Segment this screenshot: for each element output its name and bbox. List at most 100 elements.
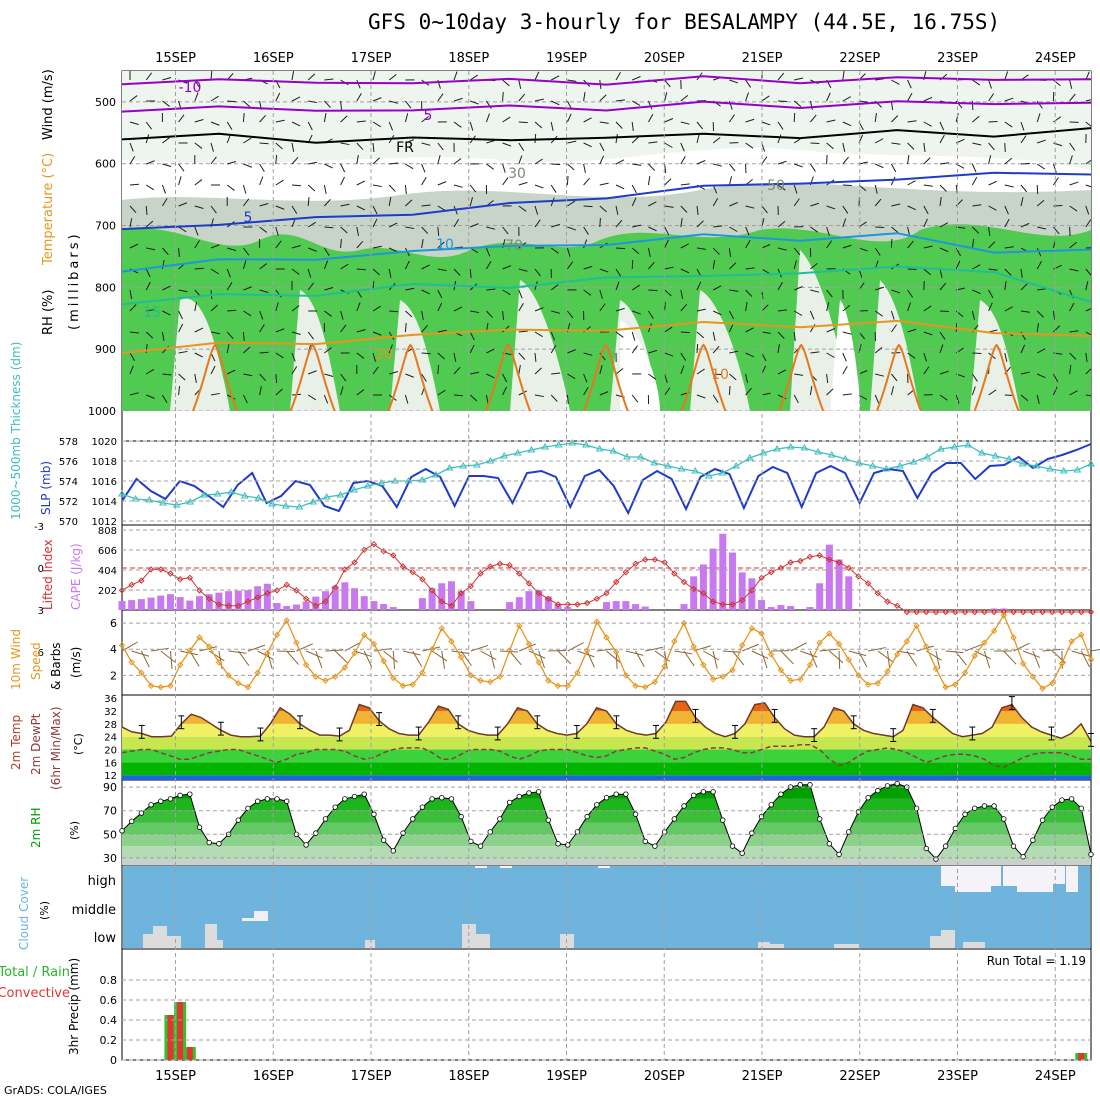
wind-speed-marker	[1068, 638, 1075, 645]
wind-barb	[615, 268, 622, 277]
thickness-marker	[268, 500, 277, 507]
li-marker	[855, 573, 862, 580]
thickness-marker	[118, 490, 126, 497]
wind-speed-marker	[632, 682, 639, 690]
wind-barb	[1069, 142, 1076, 151]
cloud-high-block	[500, 866, 512, 868]
rh-marker	[254, 798, 261, 804]
li-marker	[351, 559, 358, 566]
wind-barb	[745, 373, 748, 383]
wind-barb	[404, 394, 409, 404]
wind-barb	[868, 647, 886, 652]
wind-barb	[810, 202, 820, 207]
wind-barb	[259, 142, 269, 145]
cape-bar	[263, 583, 271, 610]
wind-barb	[722, 650, 741, 653]
thickness-marker	[145, 496, 154, 503]
temp-unit-label: (°C)	[72, 733, 85, 755]
rh-marker	[991, 803, 997, 809]
li-marker	[302, 595, 310, 603]
wind-barb	[194, 352, 204, 358]
cloud-high-block	[598, 866, 610, 868]
cloud-high-block	[1017, 866, 1053, 892]
wind-barb	[971, 386, 976, 396]
wind-speed-marker	[593, 618, 601, 625]
wind-barb	[1069, 79, 1073, 89]
wind-barb	[145, 281, 151, 291]
li-marker	[990, 608, 998, 616]
wind-barb	[453, 184, 463, 188]
wind-barb	[1004, 97, 1014, 102]
wind-barb	[421, 310, 424, 320]
wind-barb	[405, 310, 413, 318]
li-marker	[806, 553, 814, 561]
wind-speed-marker	[990, 627, 998, 635]
rh-marker	[1020, 854, 1026, 860]
wind-barb	[599, 289, 603, 299]
wind-barb	[631, 184, 637, 194]
wind-barb	[412, 650, 423, 667]
wind-barb	[145, 72, 153, 81]
wind-barb	[405, 139, 414, 144]
wind-barb	[275, 92, 281, 102]
cloud-low-block	[153, 926, 167, 948]
wind-barb	[728, 385, 731, 396]
cloud-unit-label: (%)	[38, 901, 51, 920]
wind-barb	[421, 289, 430, 295]
panel-slp-frame	[121, 440, 1092, 526]
panel-precip-frame	[121, 948, 1092, 1061]
wind-barb	[971, 373, 978, 382]
wind-barb	[751, 650, 769, 660]
wind-barb	[680, 268, 690, 274]
wind-barb	[259, 176, 264, 186]
wind-barb	[372, 157, 380, 165]
wind-barb	[146, 160, 155, 165]
isotherm-lobe	[485, 343, 532, 411]
wind-barb	[485, 261, 492, 270]
wind-barb	[664, 289, 672, 297]
wind-barb	[583, 142, 592, 148]
wind-barb	[971, 310, 975, 320]
wind-barb	[307, 121, 313, 131]
wind-barb	[129, 156, 136, 165]
wind-barb	[648, 201, 657, 207]
wind-barb	[939, 394, 948, 401]
wind-barb	[210, 205, 217, 214]
wind-barb	[842, 365, 848, 375]
wind-barb	[161, 260, 165, 270]
wind-barb	[923, 205, 929, 215]
wind-barb	[729, 226, 738, 232]
rh-marker	[371, 811, 377, 817]
li-marker	[545, 595, 552, 603]
wind-barb	[1085, 205, 1090, 215]
wind-barb	[794, 286, 803, 291]
wind-barb	[712, 136, 721, 144]
wind-barb	[550, 394, 558, 402]
wind-barb	[599, 142, 605, 152]
li-marker	[797, 557, 804, 565]
wind-barb	[1020, 197, 1024, 207]
wind-barb	[939, 121, 945, 131]
wind-barb	[842, 205, 849, 214]
wind-barb	[210, 156, 217, 165]
wind-speed-marker	[399, 682, 407, 690]
wind-barb	[242, 112, 245, 123]
wind-barb	[664, 352, 674, 357]
li-marker	[680, 578, 688, 586]
wind-speed-marker	[700, 661, 707, 669]
wind-speed-marker	[264, 649, 271, 657]
wind-barb	[486, 310, 493, 318]
isotherm-lobe	[387, 343, 434, 411]
cape-bar	[544, 596, 552, 610]
wind-barb	[891, 289, 901, 294]
wind-barb	[810, 226, 819, 233]
rh-marker	[846, 829, 852, 835]
wind-barb	[599, 182, 609, 186]
wind-barb	[1085, 268, 1091, 276]
rh-marker	[632, 811, 639, 817]
wind-barb	[874, 394, 880, 404]
wind-barb	[712, 345, 720, 354]
wind-barb	[162, 100, 170, 107]
rh-unit-label: (%)	[68, 821, 81, 840]
wind-barb	[696, 121, 704, 130]
